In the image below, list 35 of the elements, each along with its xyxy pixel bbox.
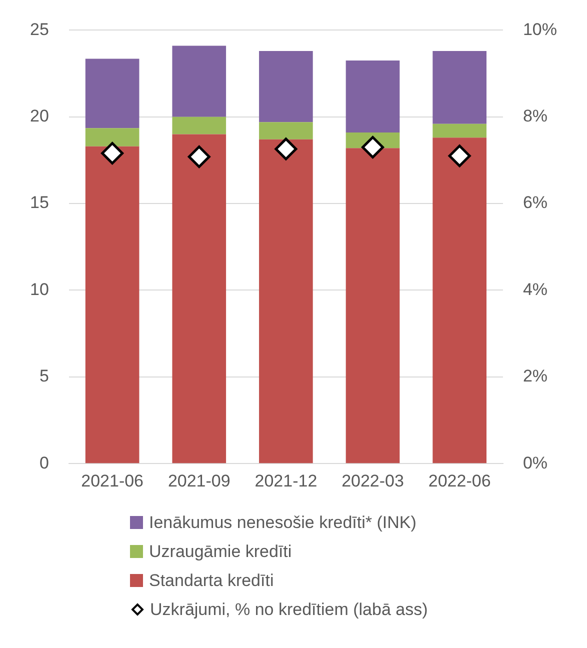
bar [172,46,226,117]
legend-label: Ienākumus nenesošie kredīti* (INK) [149,512,416,532]
bar [85,128,140,146]
y-tick-label: 0 [39,453,49,472]
bar [432,124,486,138]
x-tick-label: 2021-12 [254,471,318,490]
legend-label: Uzkrājumi, % no kredītiem (labā ass) [150,600,428,620]
y-tick-label: 25 [30,20,49,39]
x-tick-label: 2022-06 [428,471,491,490]
y2-tick-label: 10% [522,20,558,39]
bar [85,58,140,128]
y2-tick-label: 8% [522,106,548,126]
bar [432,51,486,124]
y-tick-label: 15 [30,193,49,212]
bar [346,148,400,464]
x-tick-label: 2021-09 [168,471,230,490]
y-tick-label: 5 [39,366,49,386]
legend-label: Standarta kredīti [149,570,274,590]
y2-tick-label: 0% [522,453,548,472]
bar [172,134,226,464]
bar [259,122,313,140]
x-tick-label: 2021-06 [81,471,144,490]
bar [432,138,486,464]
bar [172,116,226,134]
y2-tick-label: 2% [522,366,548,386]
x-tick-label: 2022-03 [342,471,404,490]
y2-tick-label: 4% [522,280,548,299]
bar [259,51,313,122]
y-tick-label: 20 [30,106,49,126]
y-tick-label: 10 [30,280,49,299]
legend-label: Uzraugāmie kredīti [149,542,292,562]
bar [85,146,140,464]
bar [259,139,313,464]
y2-tick-label: 6% [522,193,548,212]
bar [346,60,400,132]
